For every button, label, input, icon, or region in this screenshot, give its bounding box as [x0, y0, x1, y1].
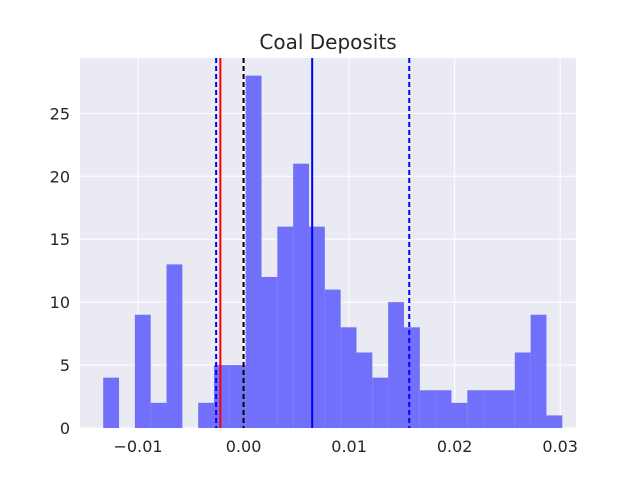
x-tick-label: 0.02	[437, 437, 473, 456]
histogram-bar	[546, 415, 563, 428]
histogram-bar	[356, 352, 373, 428]
y-tick-label: 25	[50, 104, 70, 123]
histogram-bar	[245, 75, 262, 428]
histogram-bar	[388, 302, 404, 428]
histogram-bar	[103, 377, 120, 428]
histogram-bar	[198, 402, 215, 428]
histogram-bar	[467, 390, 484, 428]
histogram-bar	[150, 402, 167, 428]
histogram-bar	[530, 314, 547, 428]
y-tick-label: 0	[60, 419, 70, 438]
x-axis-ticks: −0.01 0.00 0.01 0.02 0.03	[114, 437, 578, 456]
histogram-bar	[229, 365, 246, 428]
histogram-bar	[293, 163, 310, 428]
histogram-bar	[514, 352, 531, 428]
histogram-bar	[214, 365, 230, 428]
y-tick-label: 10	[50, 293, 70, 312]
histogram-bar	[277, 226, 294, 428]
y-axis-ticks: 0 5 10 15 20 25	[50, 104, 70, 438]
histogram-bar	[435, 390, 452, 428]
histogram-bar	[134, 314, 151, 428]
histogram-bar	[483, 390, 499, 428]
histogram-bar	[451, 402, 468, 428]
histogram-bar	[261, 276, 278, 428]
histogram-bar	[372, 377, 389, 428]
x-tick-label: 0.01	[331, 437, 367, 456]
chart-title: Coal Deposits	[259, 30, 396, 54]
y-tick-label: 20	[50, 167, 70, 186]
y-tick-label: 5	[60, 356, 70, 375]
histogram-bar	[340, 327, 357, 428]
x-tick-label: −0.01	[114, 437, 163, 456]
histogram-bar	[324, 289, 341, 428]
histogram-bars	[103, 75, 563, 428]
histogram-bar	[403, 327, 420, 428]
reference-lines	[215, 58, 411, 428]
x-tick-label: 0.03	[542, 437, 578, 456]
histogram-bar	[166, 264, 183, 428]
histogram-bar	[419, 390, 436, 428]
histogram-bar	[498, 390, 515, 428]
x-tick-label: 0.00	[226, 437, 262, 456]
y-tick-label: 15	[50, 230, 70, 249]
